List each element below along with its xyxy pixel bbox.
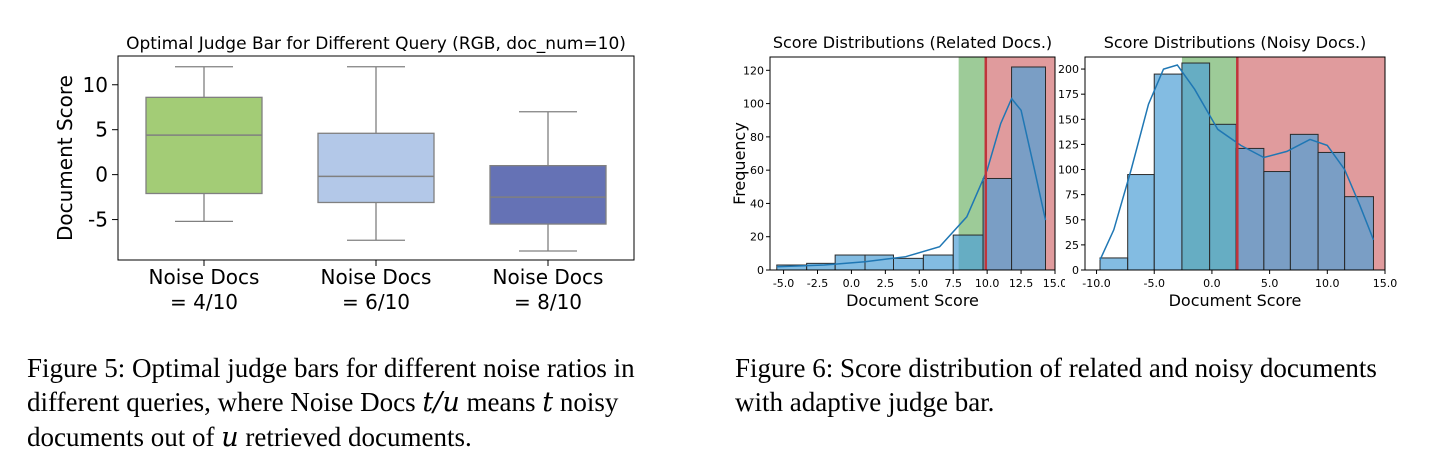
histogram-bar bbox=[1127, 174, 1155, 271]
x-tick-label: 0.0 bbox=[843, 277, 861, 290]
figure-6-caption: Figure 6: Score distribution of related … bbox=[735, 353, 1377, 417]
histogram-noisy-docs: Score Distributions (Noisy Docs.) -10.0 -5… bbox=[1058, 33, 1398, 310]
x-tick-label: 7.5 bbox=[944, 277, 962, 290]
y-tick-label: -5 bbox=[88, 208, 108, 232]
histogram-bar bbox=[864, 254, 894, 271]
y-tick-label: 120 bbox=[743, 64, 764, 77]
x-axis-label: Document Score bbox=[846, 291, 979, 310]
histogram-bar bbox=[1263, 171, 1291, 271]
histogram-bar bbox=[1317, 151, 1346, 271]
x-tick-label: -5.0 bbox=[773, 277, 794, 290]
x-tick-label: 15.0 bbox=[1043, 277, 1065, 290]
histogram-bar bbox=[952, 234, 984, 271]
histogram-bar bbox=[1344, 196, 1374, 271]
x-tick-label: -10.0 bbox=[1082, 277, 1110, 290]
x-tick-label: 5.0 bbox=[1261, 277, 1279, 290]
histogram-bar bbox=[1181, 62, 1211, 271]
y-tick-label: 60 bbox=[750, 164, 764, 177]
box bbox=[489, 164, 607, 225]
kde-curve bbox=[1099, 64, 1375, 261]
x-tick-label: 2.5 bbox=[877, 277, 895, 290]
y-axis-label: Document Score bbox=[53, 75, 77, 241]
histogram-bar bbox=[1011, 66, 1047, 271]
histogram-bar bbox=[982, 177, 1013, 271]
y-tick-label: 125 bbox=[1058, 138, 1079, 151]
y-tick-label: 40 bbox=[750, 197, 764, 210]
x-tick-label: Noise Docs bbox=[149, 265, 260, 289]
y-tick-label: 200 bbox=[1058, 63, 1079, 76]
y-tick-label: 50 bbox=[1065, 214, 1079, 227]
plot-frame bbox=[769, 56, 1056, 271]
x-tick-label: Noise Docs bbox=[321, 265, 432, 289]
y-tick-label: 25 bbox=[1065, 239, 1079, 252]
y-tick-label: 20 bbox=[750, 231, 764, 244]
x-tick-label: 5.0 bbox=[911, 277, 929, 290]
x-tick-label: 10.0 bbox=[975, 277, 1000, 290]
y-tick-label: 100 bbox=[743, 98, 764, 111]
histogram-bar bbox=[1153, 73, 1183, 271]
histogram-bar bbox=[1209, 123, 1237, 271]
x-tick-label: Noise Docs bbox=[493, 265, 604, 289]
green-region bbox=[958, 57, 986, 270]
x-tick-label: = 4/10 bbox=[170, 290, 238, 314]
y-tick-label: 150 bbox=[1058, 113, 1079, 126]
y-tick-label: 0 bbox=[1072, 264, 1079, 277]
histogram-bar bbox=[922, 254, 954, 271]
x-tick-label: = 6/10 bbox=[342, 290, 410, 314]
kde-curve bbox=[776, 97, 1047, 268]
figure-5-caption: Figure 5: Optimal judge bars for differe… bbox=[27, 353, 635, 453]
y-tick-label: 10 bbox=[83, 73, 108, 97]
y-tick-label: 100 bbox=[1058, 164, 1079, 177]
y-tick-label: 175 bbox=[1058, 88, 1079, 101]
x-tick-label: 12.5 bbox=[1009, 277, 1034, 290]
chart-title: Score Distributions (Noisy Docs.) bbox=[1104, 33, 1367, 52]
x-tick-label: -5.0 bbox=[1143, 277, 1164, 290]
box bbox=[145, 96, 263, 195]
x-tick-label: -2.5 bbox=[807, 277, 828, 290]
chart-title: Score Distributions (Related Docs.) bbox=[773, 33, 1052, 52]
x-tick-label: 10.0 bbox=[1315, 277, 1340, 290]
box-plot-chart: Optimal Judge Bar for Different Query (R… bbox=[53, 34, 635, 314]
x-axis-label: Document Score bbox=[1169, 291, 1302, 310]
histogram-bar bbox=[893, 257, 924, 271]
y-tick-label: 0 bbox=[95, 163, 108, 187]
chart-title: Optimal Judge Bar for Different Query (R… bbox=[126, 34, 626, 54]
histogram-bar bbox=[1235, 147, 1265, 271]
histogram-related-docs: Score Distributions (Related Docs.) -5.0-… bbox=[730, 33, 1065, 310]
x-tick-label: = 8/10 bbox=[514, 290, 582, 314]
y-tick-label: 80 bbox=[750, 131, 764, 144]
box bbox=[317, 132, 435, 204]
x-tick-label: 15.0 bbox=[1373, 277, 1398, 290]
y-tick-label: 5 bbox=[95, 118, 108, 142]
y-tick-label: 0 bbox=[757, 264, 764, 277]
x-tick-label: 0.0 bbox=[1203, 277, 1221, 290]
plot-frame bbox=[1084, 56, 1386, 271]
histogram-bar bbox=[1099, 257, 1129, 271]
histogram-bar bbox=[1289, 133, 1319, 271]
y-tick-label: 75 bbox=[1065, 189, 1079, 202]
y-axis-label: Frequency bbox=[730, 122, 749, 205]
